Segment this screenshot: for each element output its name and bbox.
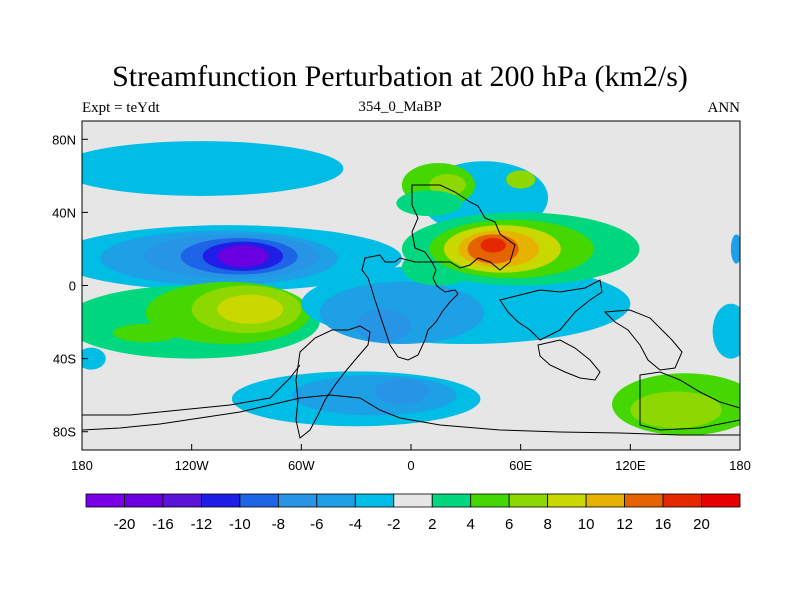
contour-region-31 xyxy=(712,303,740,359)
colorbar-label: -16 xyxy=(152,516,174,533)
contour-region-1 xyxy=(82,347,106,370)
y-tick-label: 80N xyxy=(52,132,76,147)
coastline-africa xyxy=(361,254,459,361)
colorbar-label: 2 xyxy=(428,516,436,533)
x-tick-label: 180 xyxy=(71,458,93,473)
experiment-label: Expt = teYdt xyxy=(82,100,160,116)
contour-region-17 xyxy=(292,375,457,416)
axis-ticks: 180 120W 60W 0 60E 120E 180 80N 40N 0 40S 80S xyxy=(52,132,751,473)
contour-region-0 xyxy=(82,141,344,196)
contour-region-18 xyxy=(374,378,430,405)
x-tick-label: 60W xyxy=(288,458,315,473)
colorbar-swatch xyxy=(431,493,472,508)
coastline-pacific-islands xyxy=(603,309,683,371)
y-tick-label: 40S xyxy=(53,352,76,367)
contour-region-32 xyxy=(730,234,740,264)
contour-region-23 xyxy=(396,190,463,217)
contour-region-34 xyxy=(630,391,722,429)
colorbar-label: -2 xyxy=(387,516,400,533)
colorbar-swatch xyxy=(277,493,318,508)
colorbar-swatch xyxy=(201,493,241,508)
colorbar-swatch xyxy=(662,493,702,508)
contour-fill-layer xyxy=(82,141,740,436)
colorbar-label: -4 xyxy=(349,516,362,533)
coastline-eurasia xyxy=(411,184,516,271)
case-label: 354_0_MaBP xyxy=(358,99,442,115)
colorbar-label: 20 xyxy=(693,516,710,533)
coastline-layer xyxy=(82,184,740,439)
colorbar-swatch xyxy=(85,493,125,508)
colorbar-label: -12 xyxy=(191,516,213,533)
colorbar-swatch xyxy=(508,493,549,508)
contour-region-22 xyxy=(506,170,536,189)
colorbar-swatch xyxy=(585,493,625,508)
colorbar-label: 6 xyxy=(505,516,513,533)
contour-region-12 xyxy=(113,323,179,343)
contour-region-21 xyxy=(429,174,466,196)
contour-region-7 xyxy=(217,245,269,268)
x-tick-label: 120W xyxy=(175,458,210,473)
colorbar-swatch xyxy=(393,493,433,508)
colorbar-label: 4 xyxy=(467,516,475,533)
colorbar-swatch xyxy=(470,493,510,508)
coastline-asia-pacific xyxy=(499,279,603,341)
colorbar-label: -6 xyxy=(310,516,323,533)
contour-region-30 xyxy=(480,237,507,253)
x-tick-label: 60E xyxy=(509,458,532,473)
colorbar-label: 16 xyxy=(655,516,672,533)
colorbar: -20 -16 -12 -10 -8 -6 -4 -2 2 4 6 8 10 12 16 20 xyxy=(85,493,741,533)
colorbar-swatch xyxy=(239,493,279,508)
colorbar-swatch xyxy=(162,493,202,508)
colorbar-swatch xyxy=(124,493,164,508)
colorbar-swatch xyxy=(624,493,664,508)
x-tick-label: 120E xyxy=(615,458,646,473)
colorbar-swatch xyxy=(316,493,356,508)
coastline-south-america xyxy=(295,325,371,439)
y-tick-label: 0 xyxy=(69,279,76,294)
coastline-southern-ring xyxy=(82,364,301,416)
contour-region-11 xyxy=(217,294,284,324)
plot-title: Streamfunction Perturbation at 200 hPa (… xyxy=(112,60,688,93)
x-tick-label: 0 xyxy=(407,458,414,473)
coastline-southwest-pacific xyxy=(639,371,740,431)
y-tick-label: 40N xyxy=(52,205,76,220)
y-tick-label: 80S xyxy=(53,425,76,440)
x-tick-label: 180 xyxy=(729,458,751,473)
colorbar-swatch xyxy=(547,493,587,508)
colorbar-label: -8 xyxy=(272,516,285,533)
colorbar-label: -20 xyxy=(114,516,136,533)
season-label: ANN xyxy=(707,100,741,116)
colorbar-label: 10 xyxy=(578,516,595,533)
coastline-antarctica xyxy=(82,394,740,436)
colorbar-swatch xyxy=(701,493,741,508)
colorbar-label: -10 xyxy=(229,516,251,533)
colorbar-label: 8 xyxy=(543,516,551,533)
coastline-australia xyxy=(537,339,601,381)
colorbar-label: 12 xyxy=(616,516,633,533)
colorbar-swatch xyxy=(354,493,395,508)
